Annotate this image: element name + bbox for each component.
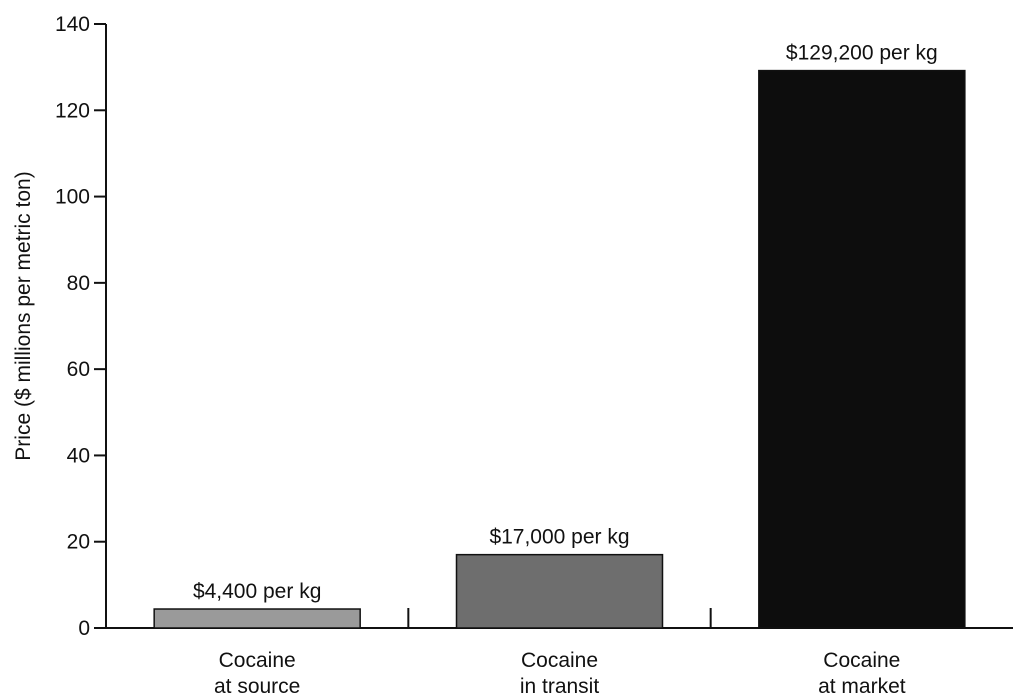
category-label: in transit	[520, 675, 600, 698]
y-tick-label: 120	[55, 99, 90, 122]
bar-value-label: $129,200 per kg	[786, 42, 938, 65]
bar-value-label: $17,000 per kg	[489, 526, 629, 549]
bars	[153, 69, 966, 629]
y-tick-label: 20	[67, 531, 90, 554]
data-labels: $4,400 per kg $17,000 per kg $129,200 per …	[193, 42, 938, 603]
category-label: at source	[214, 675, 300, 698]
y-tick-label: 100	[55, 186, 90, 209]
category-label: Cocaine	[219, 649, 296, 672]
bar	[455, 553, 664, 629]
y-tick-label: 140	[55, 13, 90, 36]
bar-value-label: $4,400 per kg	[193, 580, 321, 603]
y-tick-label: 40	[67, 444, 90, 467]
bar	[153, 608, 361, 629]
category-label: Cocaine	[823, 649, 900, 672]
y-tick-label: 0	[78, 617, 90, 640]
category-label: Cocaine	[521, 649, 598, 672]
category-labels: Cocaine at source Cocaine in transit Cocaine…	[214, 649, 906, 698]
bar	[758, 69, 966, 629]
y-tick-label: 60	[67, 358, 90, 381]
y-axis-title: Price ($ millions per metric ton)	[12, 171, 35, 460]
y-axis-ticks: 0 20 40 60 80 100 120 140	[55, 13, 106, 640]
x-axis-ticks	[407, 608, 712, 628]
y-tick-label: 80	[67, 272, 90, 295]
category-label: at market	[818, 675, 906, 698]
